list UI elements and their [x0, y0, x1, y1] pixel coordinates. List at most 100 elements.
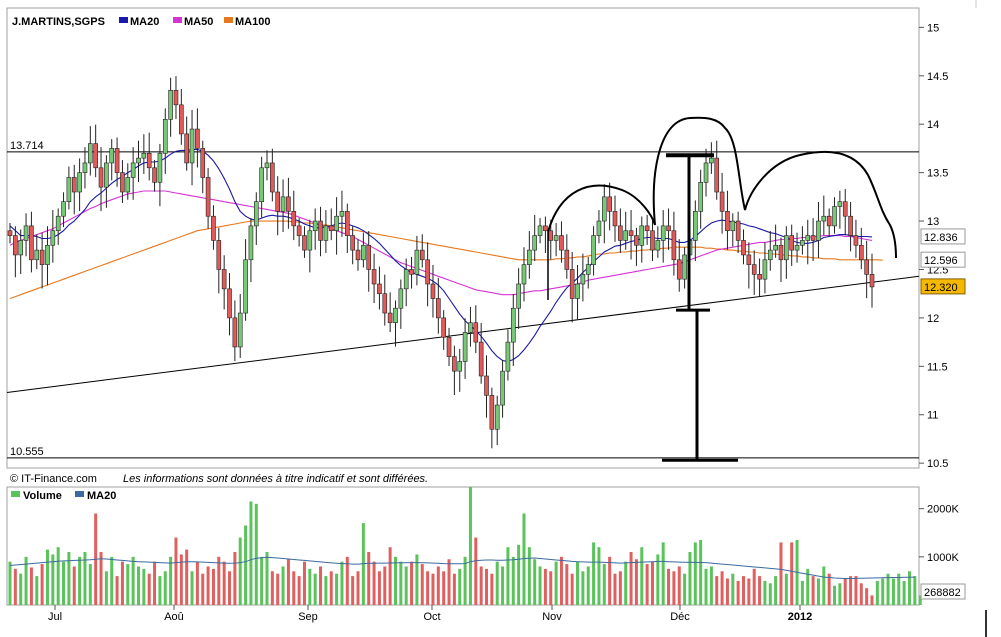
candle	[821, 195, 827, 236]
candle-up	[585, 264, 591, 275]
candle-down	[419, 249, 425, 261]
candle-down	[634, 235, 639, 246]
volume-bar	[838, 583, 842, 605]
candle-down	[275, 191, 281, 212]
candle-down	[618, 225, 623, 241]
candle-up	[698, 182, 703, 212]
volume-bar	[249, 501, 253, 605]
candle	[136, 140, 141, 182]
candle	[398, 279, 404, 329]
volume-bar	[527, 547, 531, 605]
volume-bar	[875, 580, 879, 605]
candle-up	[682, 254, 687, 280]
source-credit[interactable]: © IT-Finance.com	[10, 473, 97, 485]
candle	[553, 222, 559, 257]
volume-bar	[62, 561, 66, 605]
volume-bar	[115, 576, 119, 605]
price-tick-label: 10.5	[927, 458, 948, 470]
candle-down	[7, 230, 13, 236]
candle	[88, 126, 93, 176]
legend-volume: Volume	[23, 490, 62, 502]
candle	[564, 234, 570, 279]
legend-ma50: MA50	[184, 16, 213, 28]
candle	[264, 150, 270, 181]
candle-up	[794, 244, 800, 251]
candle	[355, 239, 361, 271]
candle-up	[168, 90, 173, 120]
legend-swatch-ma100	[224, 17, 233, 23]
candle	[280, 179, 286, 233]
volume-bar	[677, 566, 681, 605]
ma50-line	[9, 190, 873, 296]
volume-bar	[918, 595, 922, 605]
volume-bar	[270, 571, 274, 605]
volume-bar	[163, 571, 167, 605]
candle-up	[253, 201, 259, 227]
candle	[125, 163, 131, 200]
candle-up	[709, 157, 714, 164]
candle-down	[114, 148, 120, 173]
candle-up	[248, 225, 254, 261]
price-tick-label: 11	[927, 410, 938, 422]
candle	[377, 266, 382, 310]
candle	[323, 210, 329, 254]
candle	[826, 208, 832, 237]
candle-down	[826, 215, 832, 227]
candle-down	[644, 225, 650, 232]
candle-down	[746, 254, 752, 265]
legend-swatch-volume	[11, 491, 20, 497]
candle-up	[462, 332, 468, 362]
volume-bar	[650, 561, 654, 605]
legend-ma20: MA20	[130, 16, 159, 28]
volume-bar	[420, 564, 424, 605]
candle	[307, 219, 313, 273]
candle	[762, 242, 768, 294]
volume-ma20-line	[9, 556, 915, 579]
candle	[655, 226, 661, 258]
volume-bar	[870, 595, 874, 605]
volume-bar	[222, 561, 226, 605]
candle-down	[98, 167, 104, 188]
volume-bar	[645, 564, 649, 605]
volume-bar	[843, 578, 847, 605]
volume-bar	[51, 554, 55, 605]
price-chart-title: J.MARTINS,SGPS	[12, 16, 105, 28]
candle	[527, 231, 532, 279]
candle	[350, 226, 355, 265]
candle	[227, 273, 232, 336]
horizontal-level-label: 10.555	[10, 446, 44, 458]
volume-bar	[720, 571, 724, 605]
candle-up	[125, 177, 131, 193]
volume-bar	[244, 525, 248, 605]
volume-bar	[768, 583, 772, 605]
volume-bar	[806, 568, 810, 605]
candle-up	[655, 240, 661, 251]
candle-down	[377, 283, 382, 294]
volume-bar	[383, 566, 387, 605]
candle	[489, 387, 495, 449]
candle-down	[195, 128, 200, 149]
candle	[109, 139, 115, 181]
volume-bar	[351, 576, 355, 605]
volume-bar	[458, 568, 462, 605]
candle-up	[575, 283, 580, 299]
candle	[157, 143, 163, 207]
candle-down	[409, 269, 414, 275]
candle-down	[382, 293, 388, 314]
candle	[618, 208, 623, 254]
volume-bar	[881, 578, 885, 605]
last-price-label: 12.320	[924, 282, 958, 294]
candle	[318, 206, 323, 257]
value-tag-box	[920, 251, 966, 268]
candle-down	[757, 274, 762, 280]
volume-bar	[388, 547, 392, 605]
candle-up	[414, 249, 420, 275]
candle	[858, 227, 864, 270]
candle-up	[521, 264, 527, 285]
candle-down	[612, 211, 618, 227]
candle	[7, 222, 13, 244]
volume-bar	[779, 542, 783, 605]
candle	[162, 108, 168, 174]
volume-bar	[24, 556, 28, 605]
candle-up	[537, 225, 543, 236]
